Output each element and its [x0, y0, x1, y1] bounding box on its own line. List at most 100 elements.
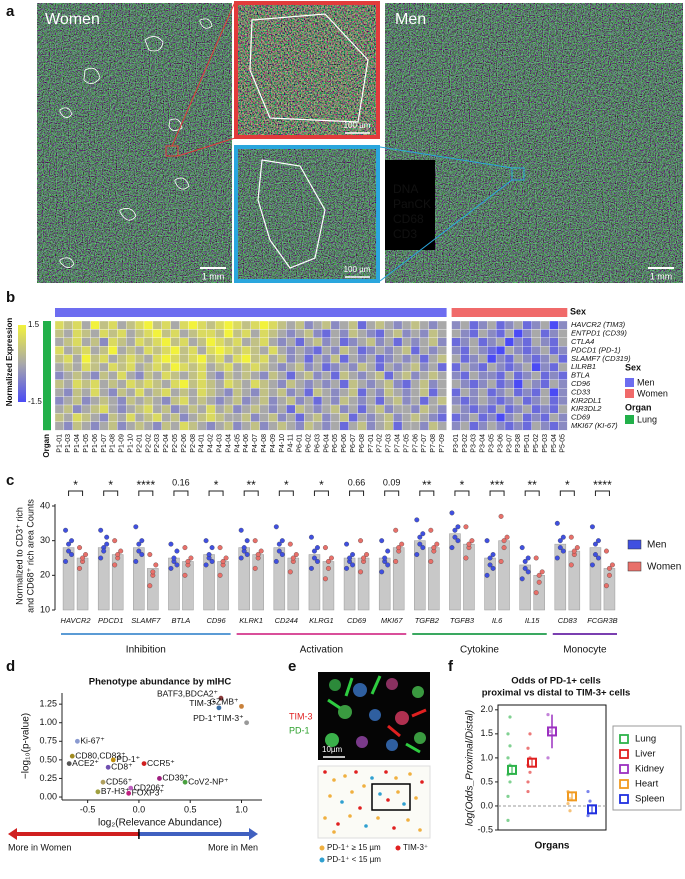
x-tick-label: CD244 — [275, 616, 298, 625]
legend-swatch — [619, 764, 629, 774]
heatmap-cell — [339, 404, 349, 414]
heatmap-cell — [117, 329, 127, 338]
heatmap-cell — [117, 362, 127, 372]
heatmap-cell — [63, 396, 73, 406]
heatmap-cell — [469, 320, 479, 330]
heatmap-cell — [179, 320, 189, 330]
heatmap-cell — [384, 346, 394, 355]
heatmap-cell — [134, 388, 145, 397]
column-label: P5-05 — [560, 434, 567, 453]
heatmap-cell — [540, 388, 550, 397]
heatmap-cell — [330, 404, 340, 414]
heatmap-cell — [366, 337, 376, 347]
heatmap-cell — [419, 413, 429, 422]
data-point — [69, 552, 75, 557]
heatmap-cell — [197, 320, 207, 330]
heatmap-cell — [215, 346, 225, 355]
heatmap-cell — [428, 346, 438, 355]
heatmap-cell — [495, 388, 506, 397]
column-label: P4-04 — [225, 434, 232, 453]
x-tick-label: FCGR3B — [587, 616, 617, 625]
mean-marker — [567, 791, 577, 802]
heatmap-cell — [504, 346, 515, 355]
significance-label: * — [460, 478, 465, 492]
heatmap-cell — [478, 337, 488, 347]
heatmap-cell — [495, 413, 506, 422]
heatmap-cell — [108, 421, 118, 431]
point-label: TIM-3⁺ — [189, 698, 216, 708]
data-point — [452, 534, 458, 540]
heatmap-cell — [90, 404, 100, 414]
data-point — [244, 538, 250, 544]
heatmap-cell — [460, 362, 470, 372]
heatmap-cell — [72, 388, 82, 397]
heatmap-cell — [126, 354, 136, 364]
heatmap-cell — [522, 362, 532, 372]
data-point — [417, 541, 423, 547]
heatmap-cell — [451, 396, 461, 406]
heatmap-cell — [250, 388, 260, 397]
column-label: P4-08 — [261, 434, 268, 453]
heatmap-cell — [259, 421, 269, 431]
significance-label: * — [319, 478, 324, 492]
data-point — [133, 524, 139, 530]
column-label: P7-04 — [394, 434, 401, 453]
heatmap-cell — [90, 413, 100, 422]
significance-bracket — [208, 490, 224, 496]
heatmap-cell — [437, 404, 447, 414]
heatmap-cell — [188, 337, 198, 347]
dot — [406, 818, 410, 822]
heatmap-cell — [531, 413, 541, 422]
heatmap-cell — [495, 379, 506, 389]
heatmap-cell — [540, 371, 550, 380]
heatmap-cell — [108, 362, 118, 372]
heatmap-cell — [72, 371, 82, 380]
heatmap-cell — [188, 396, 198, 406]
y-tick-label: 0.75 — [39, 736, 57, 746]
heatmap-cell — [259, 379, 269, 389]
heatmap-cell — [348, 396, 358, 406]
heatmap-cell — [206, 404, 216, 414]
heatmap-cell — [90, 354, 100, 364]
heatmap-cell — [170, 362, 180, 372]
x-axis-label: log₂(Relevance Abundance) — [98, 818, 222, 829]
heatmap-cell — [143, 396, 154, 406]
significance-bracket — [454, 490, 470, 496]
heatmap-cell — [478, 329, 488, 338]
heatmap-cell — [375, 413, 385, 422]
heatmap-cell — [540, 396, 550, 406]
data-point — [206, 552, 212, 557]
heatmap-cell — [558, 337, 568, 347]
data-point — [414, 552, 420, 557]
data-point — [526, 780, 530, 784]
y-tick-label: 0.25 — [39, 773, 57, 783]
heatmap-cell — [259, 320, 269, 330]
bar — [273, 547, 286, 611]
heatmap-cell — [277, 346, 287, 355]
heatmap-cell — [215, 421, 225, 431]
data-point — [417, 534, 423, 540]
data-point — [80, 555, 86, 561]
heatmap-cell — [366, 404, 376, 414]
legend-label: Liver — [635, 749, 656, 760]
heatmap-cell — [321, 337, 332, 347]
heatmap-cell — [99, 413, 109, 422]
heatmap-cell — [348, 404, 358, 414]
arrow — [405, 742, 421, 754]
heatmap-cell — [126, 379, 136, 389]
column-label: P1-10 — [127, 434, 134, 453]
heatmap-cell — [558, 421, 568, 431]
heatmap-cell — [81, 320, 91, 330]
data-point — [455, 524, 461, 530]
data-point — [209, 545, 215, 551]
heatmap-cell — [522, 346, 532, 355]
heatmap-cell — [54, 362, 65, 372]
heatmap-cell — [81, 388, 91, 397]
heatmap-cell — [375, 346, 385, 355]
data-point — [466, 541, 472, 547]
column-label: P3-01 — [453, 434, 460, 453]
heatmap-cell — [188, 354, 198, 364]
significance-label: 0.09 — [383, 477, 401, 487]
heatmap-cell — [312, 388, 323, 397]
heatmap-cell — [540, 320, 550, 330]
